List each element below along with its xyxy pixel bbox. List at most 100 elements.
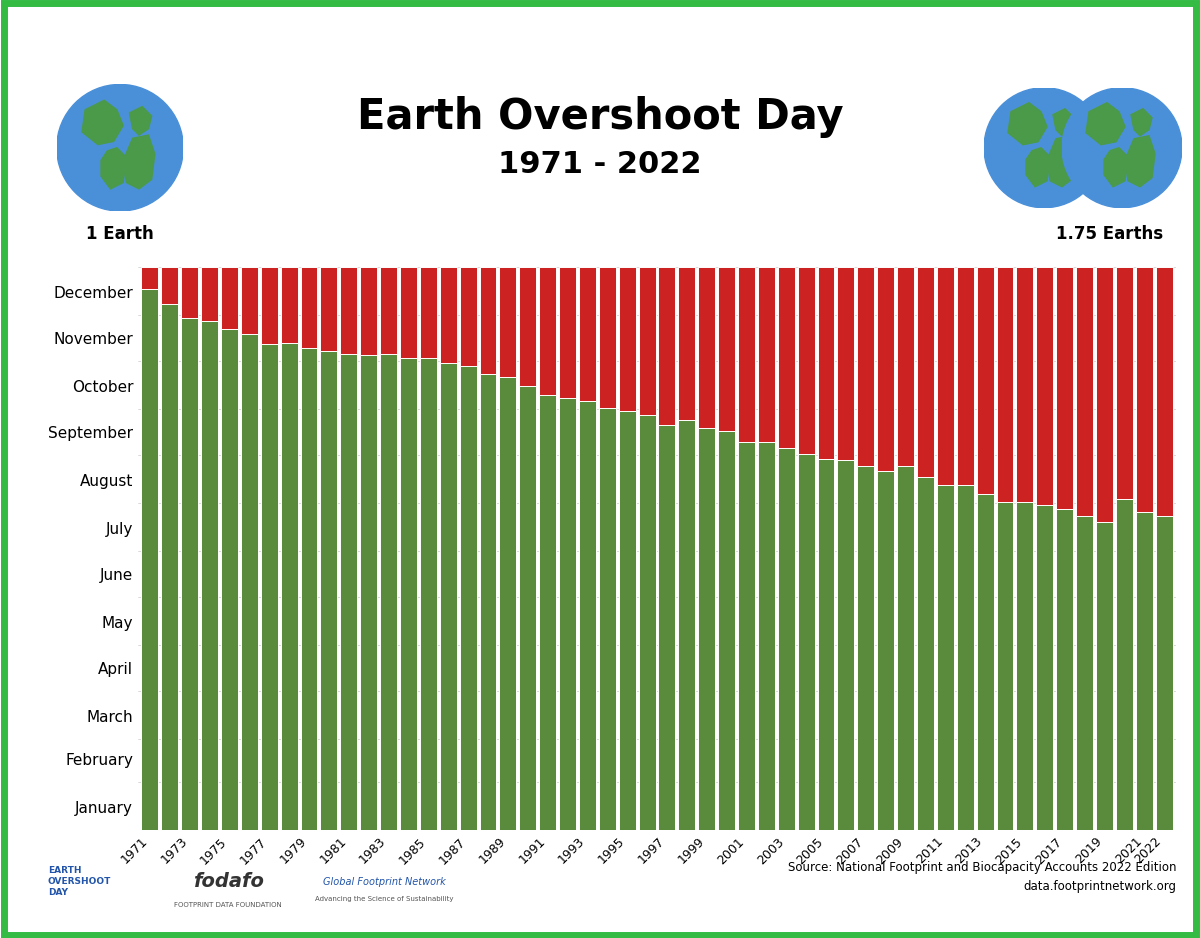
Bar	[260, 267, 277, 344]
Bar	[1116, 267, 1133, 499]
Text: Advancing the Science of Sustainability: Advancing the Science of Sustainability	[314, 896, 454, 901]
Bar	[638, 416, 655, 830]
Bar	[380, 354, 397, 830]
Bar	[718, 431, 736, 830]
Bar	[241, 267, 258, 334]
Bar	[499, 267, 516, 377]
Text: 1 Earth: 1 Earth	[86, 225, 154, 243]
Bar	[599, 267, 616, 408]
Bar	[480, 267, 497, 373]
Bar	[520, 267, 536, 386]
Bar	[1135, 512, 1153, 830]
Polygon shape	[1086, 103, 1126, 144]
Bar	[181, 267, 198, 318]
Bar	[1076, 267, 1093, 516]
Bar	[1016, 502, 1033, 830]
Bar	[281, 343, 298, 830]
Text: Global Footprint Network: Global Footprint Network	[323, 877, 445, 886]
Polygon shape	[1008, 103, 1046, 144]
Polygon shape	[101, 148, 126, 189]
Text: 1971 - 2022: 1971 - 2022	[498, 150, 702, 178]
Bar	[360, 267, 377, 356]
Bar	[956, 485, 973, 830]
Polygon shape	[1046, 136, 1078, 187]
Bar	[698, 267, 715, 428]
Bar	[578, 401, 596, 830]
Bar	[817, 459, 834, 830]
Bar	[1096, 522, 1112, 830]
Bar	[738, 267, 755, 442]
Bar	[659, 267, 676, 425]
Polygon shape	[82, 100, 124, 144]
Bar	[341, 267, 358, 354]
Bar	[281, 267, 298, 343]
Bar	[1037, 505, 1054, 830]
Bar	[578, 267, 596, 401]
Bar	[400, 358, 416, 830]
Bar	[320, 351, 337, 830]
Text: fodafo: fodafo	[192, 872, 264, 891]
Circle shape	[1062, 88, 1182, 207]
Text: 1.75 Earths: 1.75 Earths	[1056, 225, 1164, 243]
Bar	[360, 356, 377, 830]
Bar	[977, 494, 994, 830]
Bar	[1156, 516, 1172, 830]
Bar	[678, 420, 695, 830]
Bar	[380, 267, 397, 354]
Bar	[221, 329, 238, 830]
Circle shape	[56, 84, 184, 211]
Bar	[300, 347, 318, 830]
Bar	[420, 267, 437, 358]
Bar	[480, 373, 497, 830]
Bar	[439, 363, 457, 830]
Bar	[917, 477, 934, 830]
Bar	[1016, 267, 1033, 502]
Bar	[877, 267, 894, 471]
Bar	[539, 267, 556, 395]
Polygon shape	[1054, 109, 1074, 136]
Bar	[320, 267, 337, 351]
Polygon shape	[1104, 148, 1128, 187]
Bar	[758, 442, 775, 830]
Bar	[202, 322, 218, 830]
Text: FOOTPRINT DATA FOUNDATION: FOOTPRINT DATA FOUNDATION	[174, 902, 282, 908]
Bar	[838, 460, 854, 830]
Bar	[638, 267, 655, 416]
Bar	[400, 267, 416, 358]
Bar	[1116, 499, 1133, 830]
Bar	[917, 267, 934, 477]
Circle shape	[984, 88, 1104, 207]
Bar	[499, 377, 516, 830]
Text: EARTH
OVERSHOOT
DAY: EARTH OVERSHOOT DAY	[48, 866, 112, 898]
Bar	[698, 428, 715, 830]
Bar	[937, 485, 954, 830]
Bar	[857, 466, 875, 830]
Bar	[181, 318, 198, 830]
Bar	[898, 267, 914, 466]
Bar	[1076, 516, 1093, 830]
Text: Earth Overshoot Day: Earth Overshoot Day	[356, 97, 844, 138]
Bar	[221, 267, 238, 329]
Bar	[738, 442, 755, 830]
Bar	[539, 395, 556, 830]
Bar	[161, 304, 179, 830]
Bar	[619, 411, 636, 830]
Bar	[817, 267, 834, 459]
Bar	[1156, 267, 1172, 516]
Bar	[260, 344, 277, 830]
Polygon shape	[130, 107, 151, 135]
Bar	[1135, 267, 1153, 512]
Bar	[956, 267, 973, 485]
Bar	[678, 267, 695, 420]
Bar	[241, 334, 258, 830]
Bar	[798, 267, 815, 454]
Bar	[460, 366, 476, 830]
Bar	[300, 267, 318, 347]
Bar	[937, 267, 954, 485]
Bar	[996, 267, 1014, 502]
Bar	[520, 386, 536, 830]
Bar	[1056, 509, 1073, 830]
Bar	[1096, 267, 1112, 522]
Bar	[161, 267, 179, 304]
Bar	[778, 447, 794, 830]
